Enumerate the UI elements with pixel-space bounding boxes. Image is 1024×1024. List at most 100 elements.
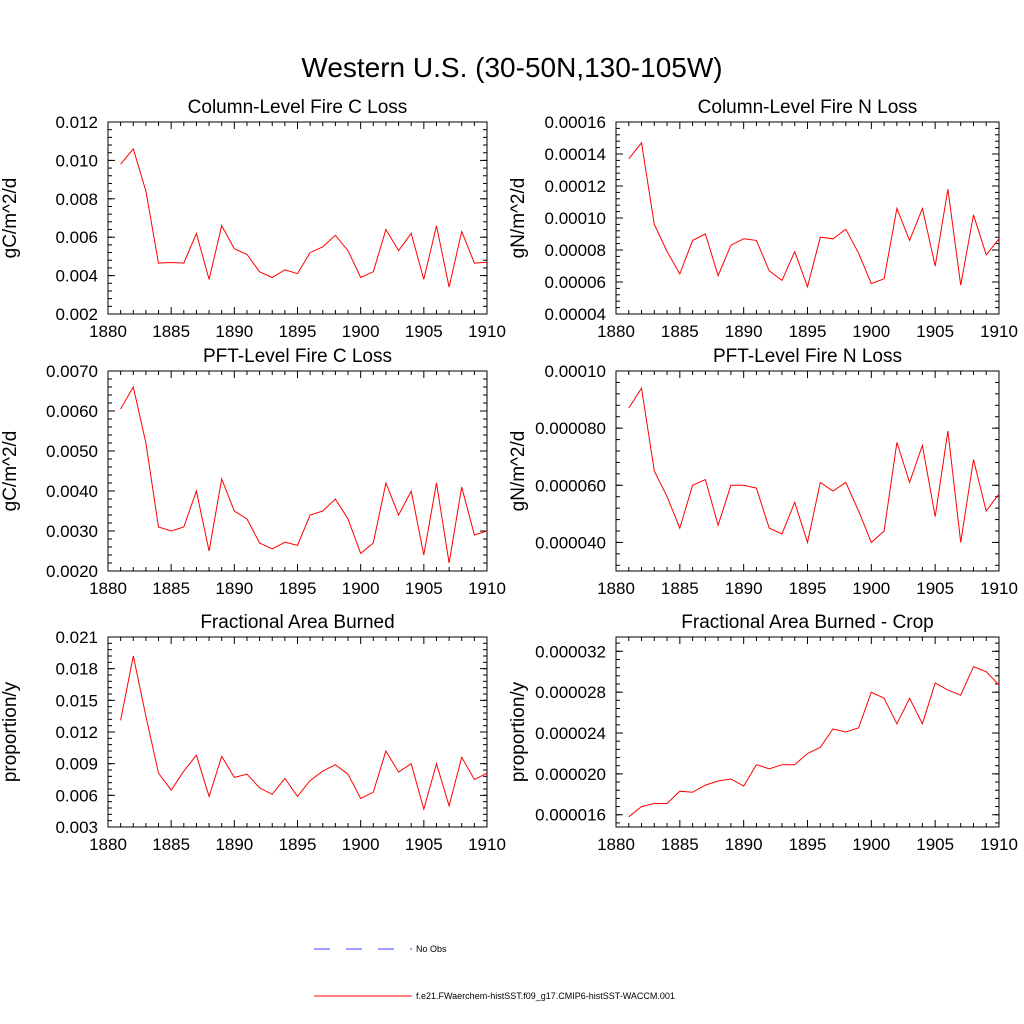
y-tick-label: 0.000060	[535, 476, 606, 495]
plot-frame	[107, 636, 488, 828]
x-tick-label: 1885	[152, 322, 190, 341]
y-tick-label: 0.000028	[535, 683, 606, 702]
plot-frame	[107, 370, 488, 572]
panel-title: Fractional Area Burned - Crop	[681, 612, 933, 633]
y-tick-label: 0.000080	[535, 419, 606, 438]
x-tick-label: 1900	[852, 322, 890, 341]
y-tick-label: 0.008	[55, 190, 98, 209]
y-tick-label: 0.002	[55, 305, 98, 324]
x-tick-label: 1895	[789, 579, 827, 598]
x-tick-label: 1900	[342, 579, 380, 598]
x-tick-label: 1900	[852, 579, 890, 598]
x-tick-label: 1885	[661, 322, 699, 341]
series-line	[628, 141, 1000, 289]
chart-panel: Fractional Area Burned - Crop proportion/…	[508, 612, 1018, 854]
plot-frame	[107, 121, 488, 315]
x-tick-label: 1905	[916, 835, 954, 854]
series-line	[628, 386, 1000, 545]
y-tick-label: 0.0050	[46, 442, 98, 461]
x-tick-label: 1890	[215, 579, 253, 598]
chart-panel: PFT-Level Fire C Loss gC/m^2/d 1880 1885 189…	[0, 346, 506, 598]
panel-title: PFT-Level Fire C Loss	[203, 346, 392, 367]
x-tick-label: 1880	[89, 835, 127, 854]
x-tick-label: 1900	[342, 322, 380, 341]
y-tick-label: 0.012	[55, 723, 98, 742]
y-tick-label: 0.006	[55, 786, 98, 805]
x-tick-label: 1880	[597, 579, 635, 598]
x-tick-label: 1910	[980, 322, 1018, 341]
series-line	[120, 147, 488, 288]
main-title: Western U.S. (30-50N,130-105W)	[301, 52, 722, 83]
x-tick-label: 1910	[468, 579, 506, 598]
x-tick-label: 1885	[661, 579, 699, 598]
x-tick-label: 1905	[405, 322, 443, 341]
series-line	[628, 665, 1000, 818]
x-tick-label: 1885	[152, 835, 190, 854]
y-tick-label: 0.00016	[545, 113, 606, 132]
y-tick-label: 0.010	[55, 151, 98, 170]
y-tick-label: 0.000040	[535, 533, 606, 552]
x-tick-label: 1895	[279, 579, 317, 598]
y-axis-label: gC/m^2/d	[0, 431, 21, 512]
chart-panel: Fractional Area Burned proportion/y 1880 18…	[0, 612, 506, 854]
x-tick-label: 1890	[725, 835, 763, 854]
y-axis-label: gN/m^2/d	[508, 178, 529, 259]
y-tick-label: 0.012	[55, 113, 98, 132]
x-tick-label: 1895	[279, 835, 317, 854]
y-tick-label: 0.0020	[46, 562, 98, 581]
chart-panel: PFT-Level Fire N Loss gN/m^2/d 1880 1885 189…	[508, 346, 1018, 598]
y-tick-label: 0.00006	[545, 273, 606, 292]
y-axis-label: proportion/y	[0, 681, 21, 782]
x-tick-label: 1900	[342, 835, 380, 854]
series-line	[120, 385, 488, 564]
y-tick-label: 0.003	[55, 818, 98, 837]
x-tick-label: 1885	[661, 835, 699, 854]
x-tick-label: 1910	[468, 835, 506, 854]
y-tick-label: 0.0070	[46, 362, 98, 381]
x-tick-label: 1895	[789, 835, 827, 854]
y-axis-label: gN/m^2/d	[508, 431, 529, 512]
x-tick-label: 1880	[597, 322, 635, 341]
x-tick-label: 1905	[916, 579, 954, 598]
y-tick-label: 0.00014	[545, 145, 606, 164]
x-tick-label: 1890	[725, 322, 763, 341]
plot-frame	[615, 636, 1000, 828]
legend-model-label: f.e21.FWaerchem-histSST.f09_g17.CMIP6-hi…	[416, 991, 675, 1001]
chart-panel: Column-Level Fire N Loss gN/m^2/d 1880 1885…	[508, 97, 1018, 341]
y-tick-label: 0.00010	[545, 362, 606, 381]
legend-obs-label: No Obs	[416, 944, 447, 954]
y-tick-label: 0.018	[55, 660, 98, 679]
x-tick-label: 1890	[215, 322, 253, 341]
y-tick-label: 0.000016	[535, 806, 606, 825]
y-tick-label: 0.0060	[46, 402, 98, 421]
x-tick-label: 1880	[89, 322, 127, 341]
x-tick-label: 1895	[279, 322, 317, 341]
y-tick-label: 0.015	[55, 691, 98, 710]
y-tick-label: 0.0030	[46, 522, 98, 541]
x-tick-label: 1905	[405, 579, 443, 598]
chart-panel: Column-Level Fire C Loss gC/m^2/d 1880 1885…	[0, 97, 506, 341]
panel-title: Fractional Area Burned	[200, 612, 394, 633]
x-tick-label: 1890	[215, 835, 253, 854]
y-tick-label: 0.000020	[535, 765, 606, 784]
y-tick-label: 0.021	[55, 628, 98, 647]
y-tick-label: 0.00004	[545, 305, 606, 324]
x-tick-label: 1910	[980, 579, 1018, 598]
y-tick-label: 0.00012	[545, 177, 606, 196]
y-tick-label: 0.006	[55, 228, 98, 247]
x-tick-label: 1880	[89, 579, 127, 598]
x-tick-label: 1900	[852, 835, 890, 854]
panel-title: Column-Level Fire C Loss	[188, 97, 408, 118]
y-tick-label: 0.0040	[46, 482, 98, 501]
y-tick-label: 0.00008	[545, 241, 606, 260]
x-tick-label: 1890	[725, 579, 763, 598]
x-tick-label: 1910	[468, 322, 506, 341]
panel-title: PFT-Level Fire N Loss	[713, 346, 902, 367]
legend: No Obs f.e21.FWaerchem-histSST.f09_g17.C…	[314, 944, 675, 1001]
y-tick-label: 0.000032	[535, 642, 606, 661]
panels-group: Column-Level Fire C Loss gC/m^2/d 1880 1885…	[0, 97, 1018, 854]
y-tick-label: 0.000024	[535, 724, 606, 743]
series-line	[120, 655, 488, 811]
y-tick-label: 0.004	[55, 267, 98, 286]
x-tick-label: 1910	[980, 835, 1018, 854]
